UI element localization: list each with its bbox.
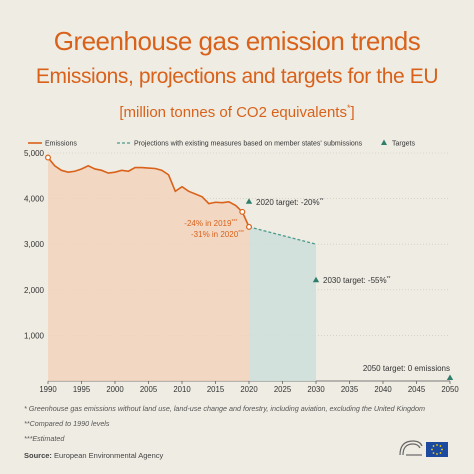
- x-tick-label: 1990: [39, 385, 57, 394]
- target-label: 2050 target: 0 emissions: [363, 364, 450, 373]
- y-tick-label: 4,000: [24, 195, 45, 204]
- target-label: 2030 target: -55%**: [323, 276, 391, 285]
- x-tick-label: 2035: [341, 385, 359, 394]
- european-parliament-logo: [399, 440, 448, 457]
- footnotes: * Greenhouse gas emissions without land …: [24, 401, 425, 446]
- x-tick-label: 2015: [207, 385, 225, 394]
- footnote-3: ***Estimated: [24, 434, 65, 443]
- target-text: 2020 target: -20%: [256, 198, 320, 207]
- legend-emissions-label: Emissions: [45, 141, 77, 148]
- source-text: European Environmental Agency: [54, 451, 164, 460]
- x-tick-label: 1995: [73, 385, 91, 394]
- target-mark: **: [387, 276, 391, 282]
- emissions-annotation-point: [239, 208, 246, 215]
- target-marker: [446, 374, 454, 380]
- chart-subtitle: Emissions, projections and targets for t…: [35, 65, 439, 88]
- projection-line: [248, 226, 317, 245]
- x-tick-label: 2000: [106, 385, 124, 394]
- target-marker: [245, 198, 253, 204]
- legend-targets-label: Targets: [392, 141, 415, 148]
- annotation-text: -24% in 2019: [184, 219, 232, 228]
- y-tick-label: 5,000: [24, 149, 45, 158]
- annotation-text: -31% in 2020: [191, 230, 239, 239]
- y-tick-label: 1,000: [24, 331, 45, 340]
- source-label: Source:: [24, 451, 52, 460]
- target-text: 2030 target: -55%: [323, 276, 387, 285]
- chart-title: Greenhouse gas emission trends: [53, 26, 421, 56]
- source-line: Source: European Environmental Agency: [24, 451, 163, 460]
- x-tick-label: 2040: [374, 385, 392, 394]
- y-tick-label: 3,000: [24, 240, 45, 249]
- emissions-annotation-point: [246, 223, 253, 230]
- unit-mark: *: [346, 103, 351, 113]
- target-text: 2050 target: 0 emissions: [363, 364, 450, 373]
- target-label: 2020 target: -20%**: [256, 198, 324, 207]
- emissions-start-point: [44, 154, 51, 161]
- x-tick-label: 2045: [408, 385, 426, 394]
- emissions-annotation-label: -24% in 2019***: [184, 219, 237, 228]
- target-mark: **: [320, 198, 324, 204]
- footnote-1: * Greenhouse gas emissions without land …: [24, 404, 426, 413]
- x-tick-label: 2025: [274, 385, 292, 394]
- annotation-mark: ***: [238, 230, 244, 236]
- legend-projections-label: Projections with existing measures based…: [134, 141, 363, 148]
- legend-targets-swatch: [381, 139, 387, 145]
- x-tick-label: 2005: [140, 385, 158, 394]
- y-tick-label: 2,000: [24, 286, 45, 295]
- x-tick-label: 2050: [441, 385, 459, 394]
- emissions-annotation-label: -31% in 2020***: [191, 230, 244, 239]
- footnote-2: **Compared to 1990 levels: [24, 419, 110, 428]
- x-tick-label: 2030: [307, 385, 325, 394]
- x-tick-label: 2010: [173, 385, 191, 394]
- emissions-chart: 1,000 2,000 3,000 4,000 5,000 1990 1995 2000 200…: [24, 139, 459, 394]
- unit-close: ]: [350, 104, 355, 121]
- target-marker: [312, 276, 320, 283]
- annotation-mark: ***: [231, 219, 237, 225]
- x-tick-label: 2020: [240, 385, 258, 394]
- unit-label: [million tonnes of CO2 equivalents*]: [0, 98, 474, 123]
- emissions-area: [48, 157, 249, 381]
- unit-text: [million tonnes of CO2 equivalents: [119, 104, 347, 121]
- projection-area: [249, 226, 316, 381]
- emissions-line: [47, 157, 250, 228]
